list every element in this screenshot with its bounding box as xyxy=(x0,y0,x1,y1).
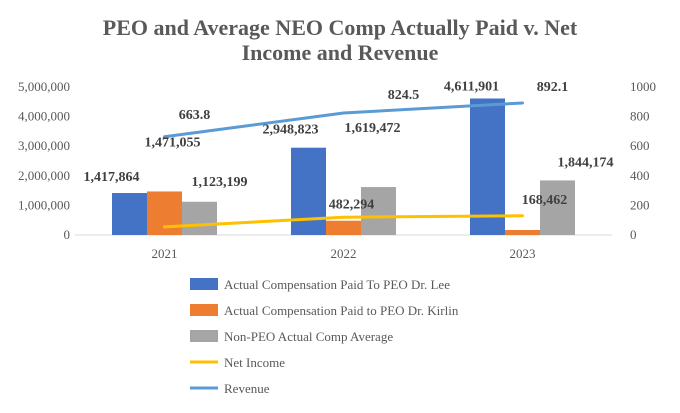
bar-actual-compensation-paid-to-peo-dr-lee xyxy=(291,147,326,235)
y2-tick-label: 400 xyxy=(630,168,650,183)
bar-non-peo-actual-comp-average xyxy=(540,180,575,235)
legend-swatch xyxy=(190,304,218,316)
data-label: 2,948,823 xyxy=(263,123,319,138)
y2-tick-label: 800 xyxy=(630,109,650,124)
legend: Actual Compensation Paid To PEO Dr. Lee A… xyxy=(190,277,459,396)
bar-actual-compensation-paid-to-peo-dr-kirlin xyxy=(505,230,540,235)
x-tick-label: 2023 xyxy=(510,246,536,261)
y2-tick-label: 0 xyxy=(630,227,637,242)
bar-non-peo-actual-comp-average xyxy=(182,201,217,235)
line-revenue xyxy=(163,101,524,139)
bar-non-peo-actual-comp-average xyxy=(361,187,396,235)
bar-series xyxy=(112,98,575,235)
chart-title-line: PEO and Average NEO Comp Actually Paid v… xyxy=(103,15,578,40)
legend-swatch xyxy=(190,278,218,290)
y-tick-label: 3,000,000 xyxy=(18,138,70,153)
x-axis: 2021 2022 2023 xyxy=(75,234,612,261)
x-tick-label: 2021 xyxy=(152,246,178,261)
data-label: 1,471,055 xyxy=(145,135,201,150)
y-tick-label: 4,000,000 xyxy=(18,109,70,124)
data-label: 1,123,199 xyxy=(192,175,248,190)
y2-tick-label: 1000 xyxy=(630,79,656,94)
x-tick-label: 2022 xyxy=(331,246,357,261)
bar-actual-compensation-paid-to-peo-dr-lee xyxy=(112,193,147,235)
y-tick-label: 2,000,000 xyxy=(18,168,70,183)
data-label: 663.8 xyxy=(179,108,211,123)
y2-tick-label: 600 xyxy=(630,138,650,153)
legend-label: Actual Compensation Paid to PEO Dr. Kirl… xyxy=(224,303,459,318)
data-labels: 1,417,864 2,948,823 4,611,901 1,471,055 482,… xyxy=(84,79,614,212)
chart-title-line: Income and Revenue xyxy=(242,40,439,65)
data-label: 892.1 xyxy=(537,80,569,95)
y-axis-left: 0 1,000,000 2,000,000 3,000,000 4,000,000 5,0… xyxy=(18,79,70,242)
chart-title: PEO and Average NEO Comp Actually Paid v… xyxy=(103,15,578,65)
data-label: 482,294 xyxy=(329,198,375,213)
line-net-income xyxy=(163,214,524,229)
y-tick-label: 0 xyxy=(64,227,71,242)
y-axis-right: 0 200 400 600 800 1000 xyxy=(630,79,656,242)
data-label: 1,619,472 xyxy=(345,121,401,136)
data-label: 824.5 xyxy=(388,88,420,103)
legend-swatch xyxy=(190,330,218,342)
data-label: 168,462 xyxy=(522,193,568,208)
legend-label: Actual Compensation Paid To PEO Dr. Lee xyxy=(224,277,450,292)
y-tick-label: 5,000,000 xyxy=(18,79,70,94)
y-tick-label: 1,000,000 xyxy=(18,197,70,212)
bar-actual-compensation-paid-to-peo-dr-kirlin xyxy=(326,220,361,235)
legend-label: Revenue xyxy=(224,381,270,396)
bar-actual-compensation-paid-to-peo-dr-lee xyxy=(470,98,505,235)
legend-label: Non-PEO Actual Comp Average xyxy=(224,329,393,344)
line-series xyxy=(163,101,524,229)
y2-tick-label: 200 xyxy=(630,197,650,212)
bar-actual-compensation-paid-to-peo-dr-kirlin xyxy=(147,191,182,235)
data-label: 1,844,174 xyxy=(558,155,614,170)
legend-label: Net Income xyxy=(224,355,285,370)
data-label: 4,611,901 xyxy=(444,79,499,94)
data-label: 1,417,864 xyxy=(84,170,140,185)
